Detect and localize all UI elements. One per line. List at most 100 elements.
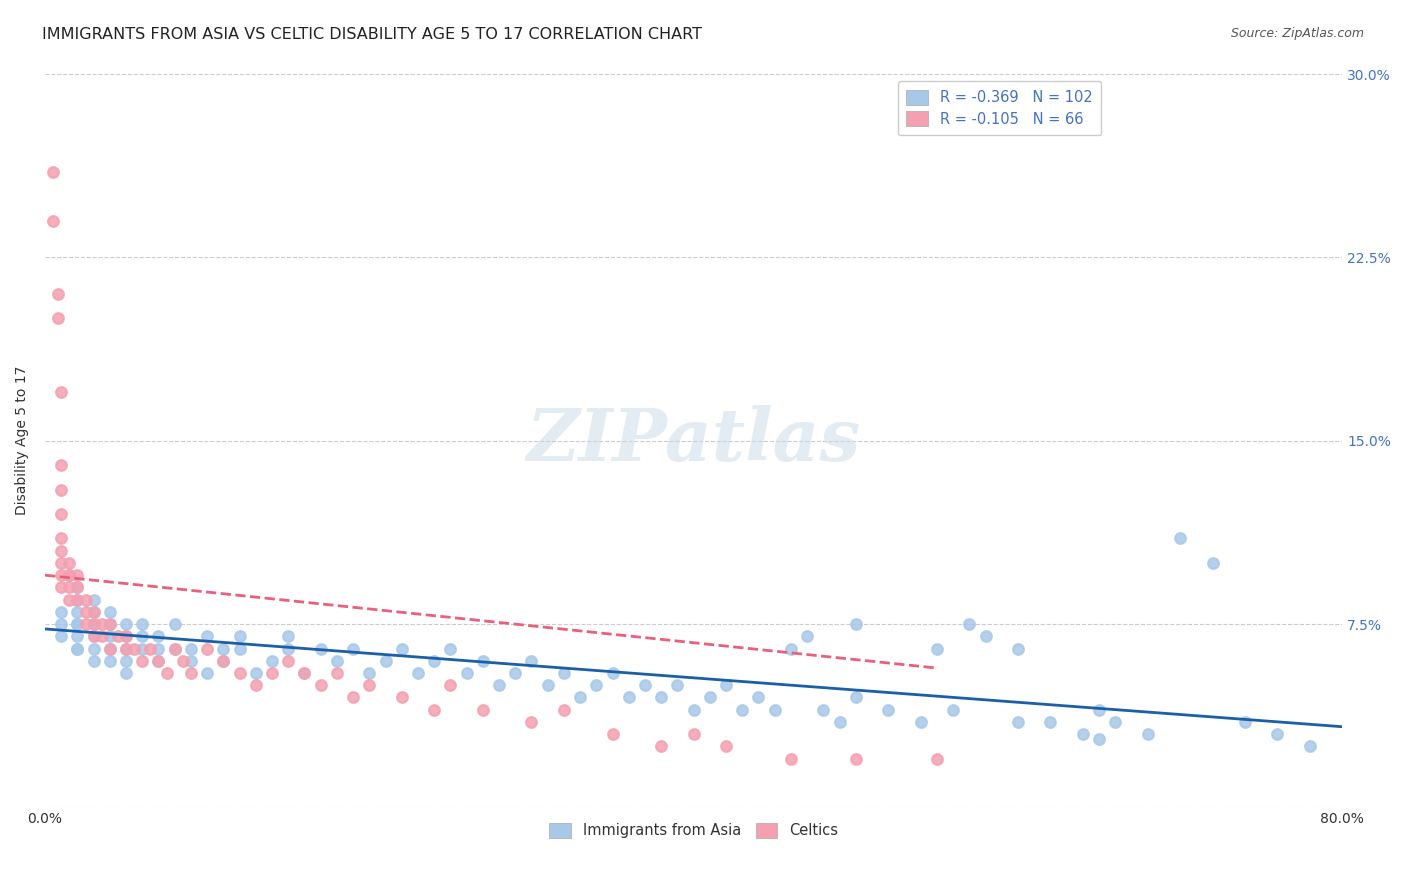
Point bbox=[520, 714, 543, 729]
Point bbox=[98, 617, 121, 632]
Point bbox=[326, 654, 349, 668]
Point bbox=[228, 665, 250, 680]
Point bbox=[277, 641, 299, 656]
Point bbox=[228, 629, 250, 643]
Point bbox=[46, 287, 69, 301]
Point bbox=[942, 703, 965, 717]
Point bbox=[391, 641, 413, 656]
Point bbox=[780, 641, 803, 656]
Point bbox=[115, 629, 138, 643]
Point bbox=[58, 568, 80, 582]
Point bbox=[910, 714, 932, 729]
Text: IMMIGRANTS FROM ASIA VS CELTIC DISABILITY AGE 5 TO 17 CORRELATION CHART: IMMIGRANTS FROM ASIA VS CELTIC DISABILIT… bbox=[42, 27, 702, 42]
Point bbox=[423, 703, 446, 717]
Point bbox=[58, 581, 80, 595]
Point bbox=[131, 654, 153, 668]
Point bbox=[83, 629, 105, 643]
Point bbox=[763, 703, 786, 717]
Point bbox=[83, 629, 105, 643]
Point bbox=[1007, 714, 1029, 729]
Legend: Immigrants from Asia, Celtics: Immigrants from Asia, Celtics bbox=[543, 817, 844, 844]
Point bbox=[83, 617, 105, 632]
Y-axis label: Disability Age 5 to 17: Disability Age 5 to 17 bbox=[15, 366, 30, 516]
Point bbox=[66, 605, 89, 619]
Point bbox=[131, 617, 153, 632]
Point bbox=[51, 581, 73, 595]
Point bbox=[553, 665, 575, 680]
Point bbox=[974, 629, 997, 643]
Point bbox=[456, 665, 478, 680]
Point bbox=[845, 617, 868, 632]
Point bbox=[66, 617, 89, 632]
Point bbox=[51, 507, 73, 521]
Point bbox=[131, 629, 153, 643]
Point bbox=[58, 568, 80, 582]
Point bbox=[58, 556, 80, 570]
Point bbox=[42, 213, 65, 227]
Point bbox=[602, 665, 624, 680]
Point bbox=[650, 690, 672, 705]
Point bbox=[277, 629, 299, 643]
Point bbox=[98, 641, 121, 656]
Point bbox=[1088, 703, 1111, 717]
Point bbox=[51, 543, 73, 558]
Point bbox=[1007, 641, 1029, 656]
Point bbox=[51, 617, 73, 632]
Point bbox=[212, 654, 235, 668]
Point bbox=[115, 641, 138, 656]
Point bbox=[163, 617, 186, 632]
Point bbox=[1039, 714, 1062, 729]
Point bbox=[406, 665, 429, 680]
Point bbox=[115, 641, 138, 656]
Point bbox=[115, 654, 138, 668]
Point bbox=[374, 654, 396, 668]
Point bbox=[163, 641, 186, 656]
Point bbox=[488, 678, 510, 692]
Point bbox=[115, 617, 138, 632]
Point bbox=[66, 617, 89, 632]
Point bbox=[309, 678, 332, 692]
Point bbox=[391, 690, 413, 705]
Point bbox=[682, 727, 704, 741]
Point bbox=[212, 641, 235, 656]
Point bbox=[326, 665, 349, 680]
Point bbox=[98, 641, 121, 656]
Point bbox=[195, 665, 218, 680]
Point bbox=[66, 592, 89, 607]
Point bbox=[122, 641, 145, 656]
Point bbox=[309, 641, 332, 656]
Point bbox=[83, 641, 105, 656]
Point bbox=[66, 581, 89, 595]
Text: Source: ZipAtlas.com: Source: ZipAtlas.com bbox=[1230, 27, 1364, 40]
Point bbox=[796, 629, 818, 643]
Point bbox=[553, 703, 575, 717]
Point bbox=[148, 629, 170, 643]
Point bbox=[359, 678, 381, 692]
Point bbox=[51, 568, 73, 582]
Point bbox=[66, 568, 89, 582]
Point bbox=[925, 641, 948, 656]
Point bbox=[83, 592, 105, 607]
Point bbox=[537, 678, 560, 692]
Point bbox=[75, 605, 97, 619]
Point bbox=[66, 592, 89, 607]
Point bbox=[731, 703, 754, 717]
Point bbox=[180, 654, 202, 668]
Point bbox=[115, 629, 138, 643]
Point bbox=[42, 165, 65, 179]
Point bbox=[957, 617, 980, 632]
Point bbox=[294, 665, 316, 680]
Point bbox=[180, 641, 202, 656]
Point bbox=[1136, 727, 1159, 741]
Point bbox=[90, 617, 112, 632]
Point bbox=[51, 556, 73, 570]
Point bbox=[115, 665, 138, 680]
Point bbox=[51, 532, 73, 546]
Point bbox=[520, 654, 543, 668]
Point bbox=[813, 703, 835, 717]
Point bbox=[1168, 532, 1191, 546]
Point bbox=[51, 384, 73, 399]
Point bbox=[83, 605, 105, 619]
Point bbox=[714, 739, 737, 754]
Point bbox=[51, 458, 73, 472]
